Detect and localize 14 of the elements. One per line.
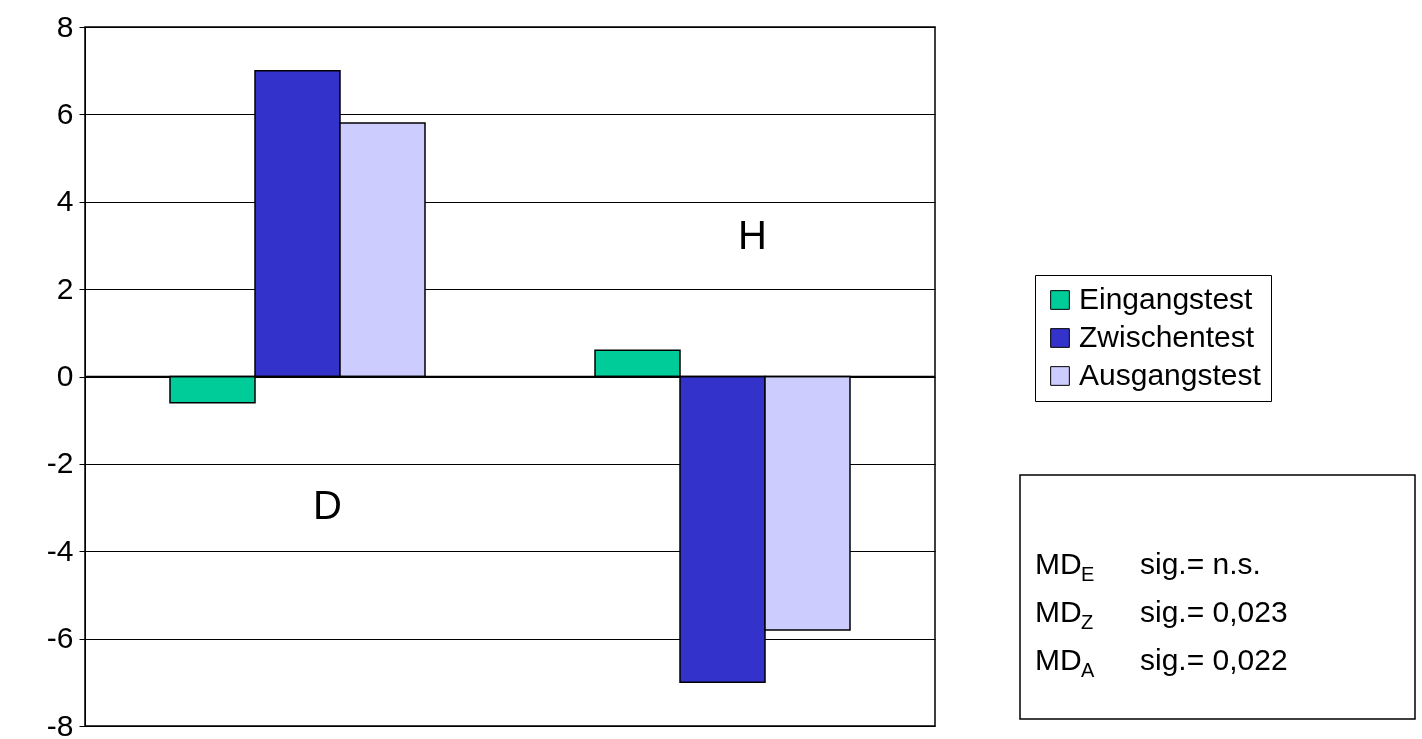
legend-label: Eingangstest: [1079, 282, 1254, 315]
annotation: D: [313, 482, 342, 527]
y-tick-label: 6: [56, 96, 74, 130]
y-tick-label: 8: [56, 9, 74, 43]
y-tick-label: 4: [56, 184, 74, 218]
y-tick-label: 2: [56, 271, 74, 305]
annotation: H: [738, 212, 767, 257]
y-tick-label: -4: [46, 533, 74, 567]
y-tick-label: -2: [46, 446, 74, 480]
legend-label: Ausgangstest: [1079, 358, 1262, 391]
legend-label: Zwischentest: [1079, 320, 1255, 353]
y-tick-label: -6: [46, 621, 74, 655]
y-tick-label: 0: [56, 359, 74, 392]
y-tick-label: -8: [46, 708, 74, 739]
